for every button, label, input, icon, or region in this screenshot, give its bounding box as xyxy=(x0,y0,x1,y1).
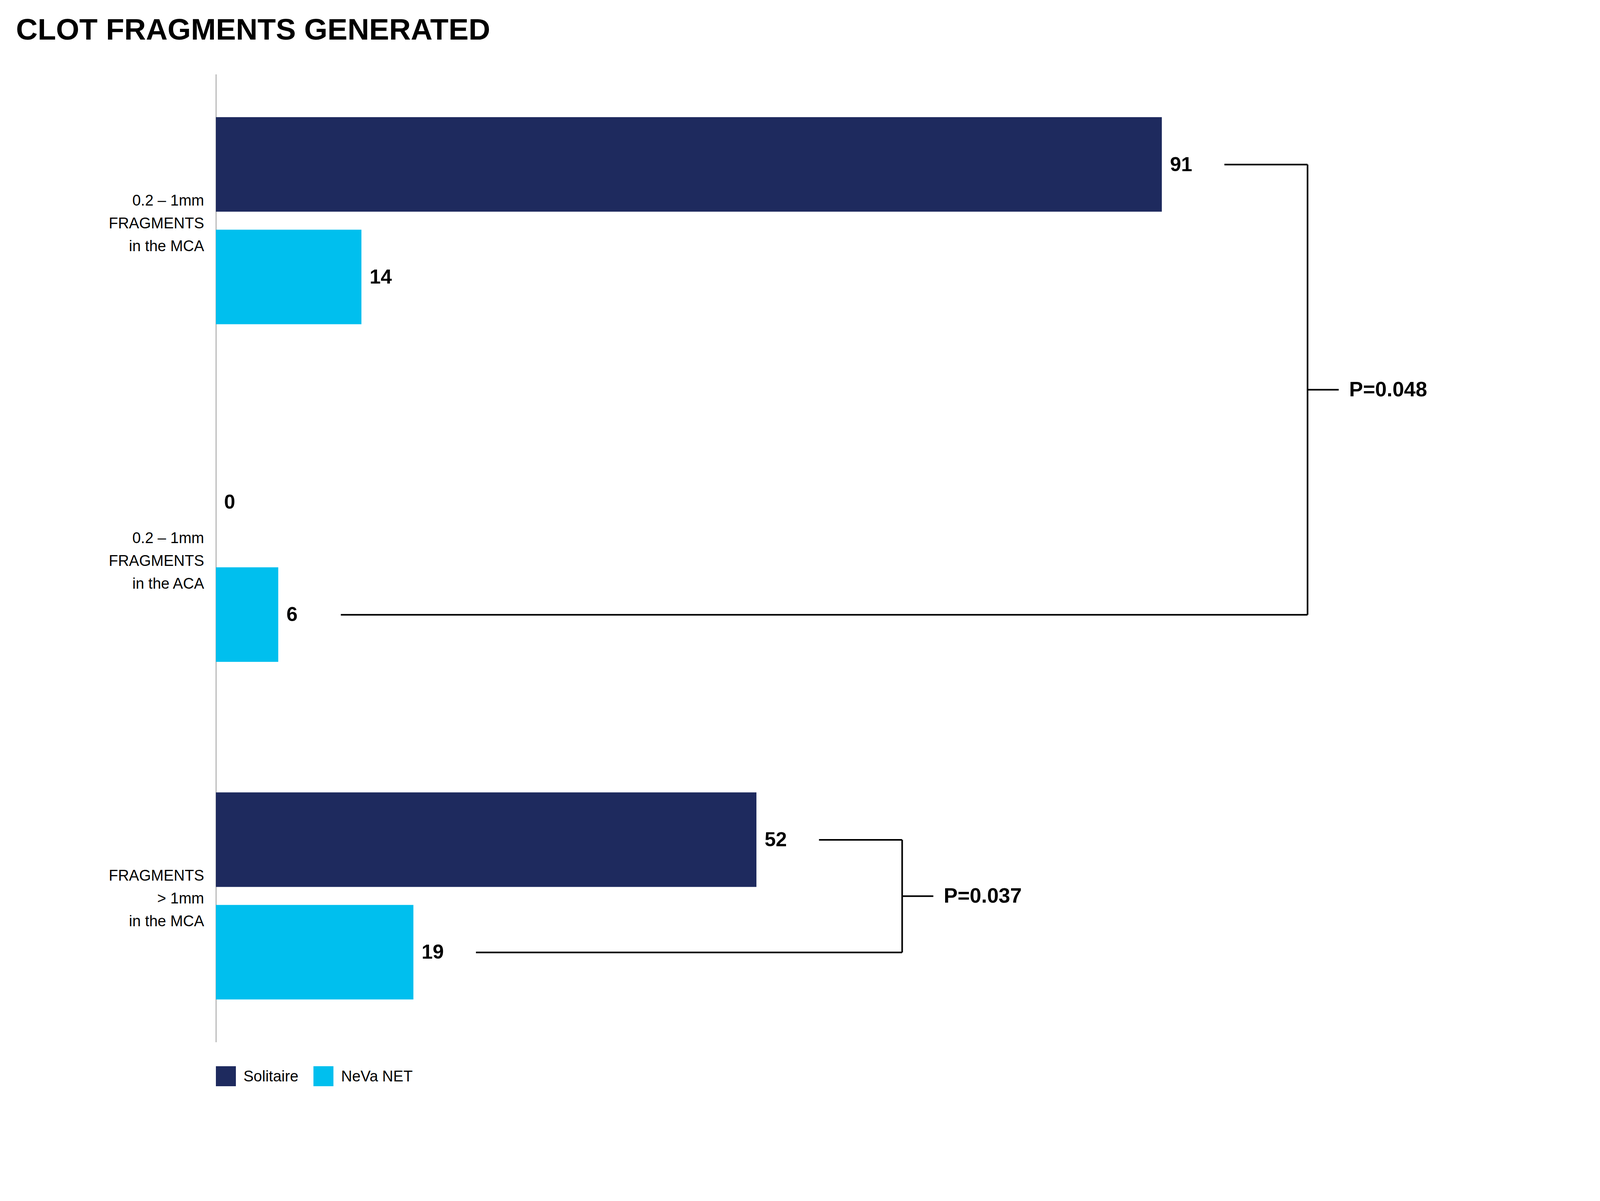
svg-text:0.2 – 1mmFRAGMENTSin the MCA: 0.2 – 1mmFRAGMENTSin the MCA xyxy=(108,191,205,255)
svg-text:91: 91 xyxy=(1170,153,1193,176)
svg-text:19: 19 xyxy=(421,940,445,963)
html-text:CLOT FRAGMENTS GENERATED: CLOT FRAGMENTS GENERATED xyxy=(15,12,491,46)
svg-text:14: 14 xyxy=(369,265,393,288)
svg-text:0.2 – 1mmFRAGMENTSin the ACA: 0.2 – 1mmFRAGMENTSin the ACA xyxy=(108,529,205,592)
svg-text:52: 52 xyxy=(764,827,788,851)
svg-text:P=0.037: P=0.037 xyxy=(943,883,1022,907)
html-text:Solitaire: Solitaire xyxy=(243,1067,299,1085)
svg-text:FRAGMENTS> 1mmin the MCA: FRAGMENTS> 1mmin the MCA xyxy=(108,866,205,930)
svg-text:P=0.048: P=0.048 xyxy=(1349,377,1428,401)
html-text:NeVa NET: NeVa NET xyxy=(341,1067,413,1085)
svg-text:6: 6 xyxy=(286,602,298,626)
svg-text:0: 0 xyxy=(224,490,236,513)
